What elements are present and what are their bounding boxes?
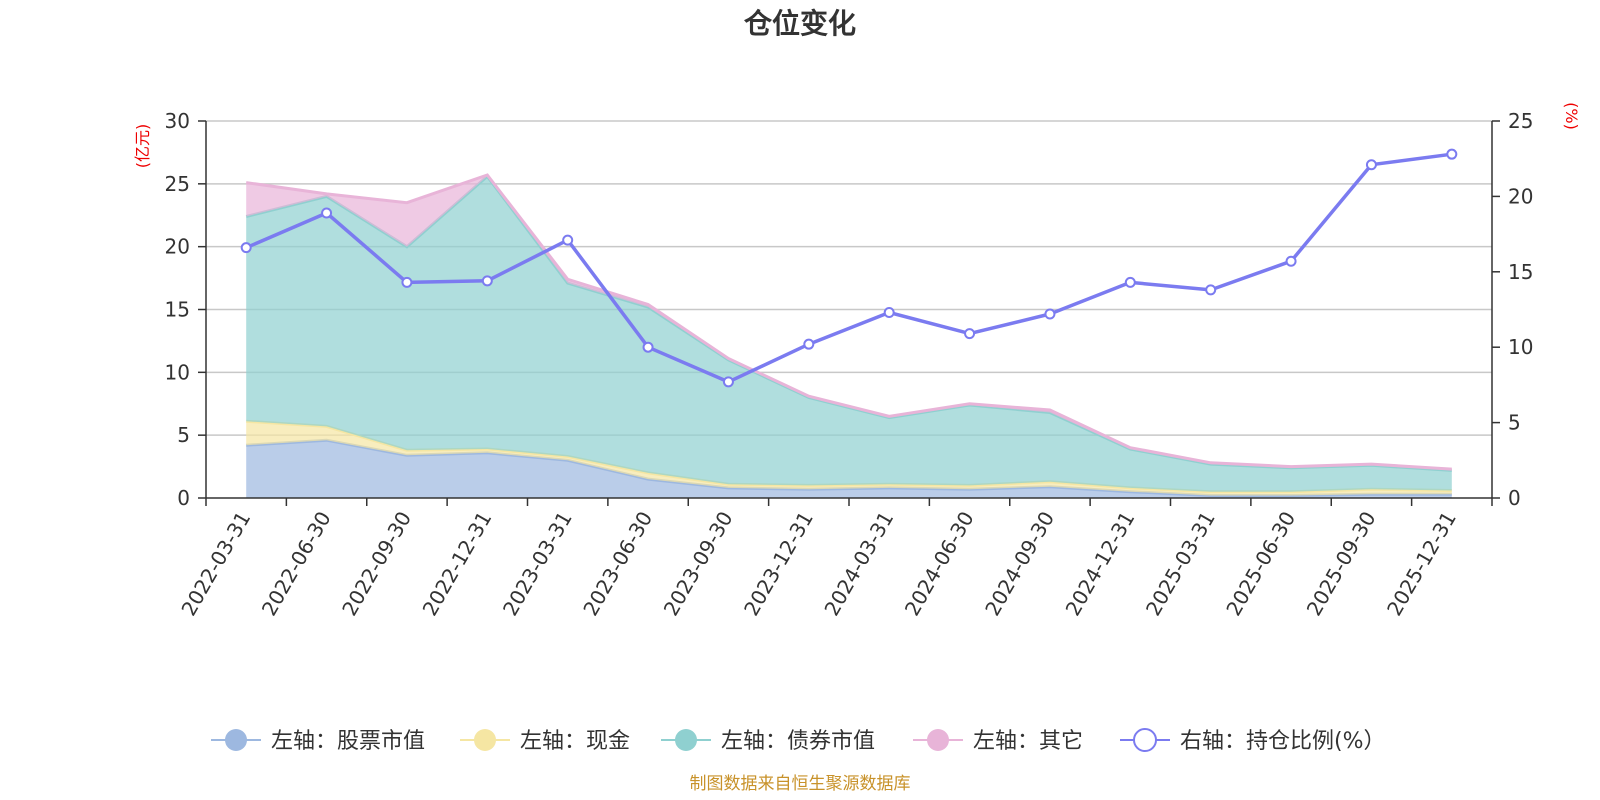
ratio-point [401, 276, 413, 288]
legend-marker [675, 729, 697, 751]
x-tick-label: 2022-12-31 [418, 507, 497, 620]
area-edge-series-3 [245, 173, 1452, 471]
x-tick-label: 2023-09-30 [659, 507, 738, 620]
ratio-line [240, 148, 1458, 388]
x-tick-label: 2024-03-31 [819, 507, 898, 620]
legend-marker [225, 729, 247, 751]
ratio-point [883, 307, 895, 319]
legend-marker [927, 729, 949, 751]
ratio-point [1044, 308, 1056, 320]
left-axis-unit: (亿元) [133, 124, 152, 169]
x-tick-label: 2025-03-31 [1141, 507, 1220, 620]
ratio-point [1285, 255, 1297, 267]
ratio-point [964, 328, 976, 340]
x-tick-label: 2023-06-30 [578, 507, 657, 620]
left-tick-label: 5 [177, 423, 190, 447]
x-tick-label: 2024-09-30 [980, 507, 1059, 620]
legend-label: 右轴：持仓比例(%） [1180, 729, 1386, 754]
ratio-line-path [245, 152, 1453, 384]
x-tick-label: 2023-12-31 [739, 507, 818, 620]
left-tick-label: 30 [165, 109, 190, 133]
left-tick-label: 25 [165, 172, 190, 196]
area-series-0 [246, 440, 1452, 498]
ratio-point [1205, 284, 1217, 296]
legend-label: 左轴：现金 [520, 729, 630, 754]
ratio-point [1365, 159, 1377, 171]
ratio-point [722, 376, 734, 388]
legend-marker [1133, 728, 1157, 752]
x-tick-label: 2025-09-30 [1302, 507, 1381, 620]
right-axis-unit: (%) [1562, 102, 1581, 130]
ratio-point [1446, 148, 1458, 160]
ratio-point [481, 275, 493, 287]
chart-title: 仓位变化 [744, 7, 856, 40]
left-tick-label: 20 [165, 235, 190, 259]
legend: 左轴：股票市值 左轴：现金 左轴：债券市值 左轴：其它 右轴：持仓比例(%） [211, 728, 1386, 754]
ratio-point [803, 338, 815, 350]
x-tick-label: 2022-03-31 [176, 507, 255, 620]
area-series-2 [246, 176, 1452, 492]
x-tick-label: 2025-12-31 [1382, 507, 1461, 620]
left-tick-label: 10 [165, 360, 190, 384]
ratio-point [240, 242, 252, 254]
legend-label: 左轴：其它 [973, 729, 1083, 754]
area-series-3 [246, 175, 1452, 471]
ratio-point [321, 207, 333, 219]
right-tick-label: 25 [1508, 109, 1533, 133]
left-tick-label: 15 [165, 298, 190, 322]
right-tick-label: 0 [1508, 486, 1521, 510]
x-tick-label: 2024-06-30 [900, 507, 979, 620]
legend-label: 左轴：债券市值 [721, 729, 875, 754]
right-tick-label: 15 [1508, 260, 1533, 284]
right-tick-label: 5 [1508, 411, 1521, 435]
legend-label: 左轴：股票市值 [271, 729, 425, 754]
stacked-areas [245, 173, 1452, 498]
right-tick-label: 10 [1508, 335, 1533, 359]
legend-marker [474, 729, 496, 751]
ratio-point [642, 341, 654, 353]
ratio-point [1124, 276, 1136, 288]
right-tick-label: 20 [1508, 184, 1533, 208]
data-source-note: 制图数据来自恒生聚源数据库 [690, 774, 911, 794]
x-tick-label: 2023-03-31 [498, 507, 577, 620]
x-tick-label: 2024-12-31 [1061, 507, 1140, 620]
left-tick-label: 0 [177, 486, 190, 510]
x-tick-label: 2025-06-30 [1221, 507, 1300, 620]
x-tick-label: 2022-09-30 [337, 507, 416, 620]
ratio-point [562, 234, 574, 246]
x-tick-label: 2022-06-30 [257, 507, 336, 620]
